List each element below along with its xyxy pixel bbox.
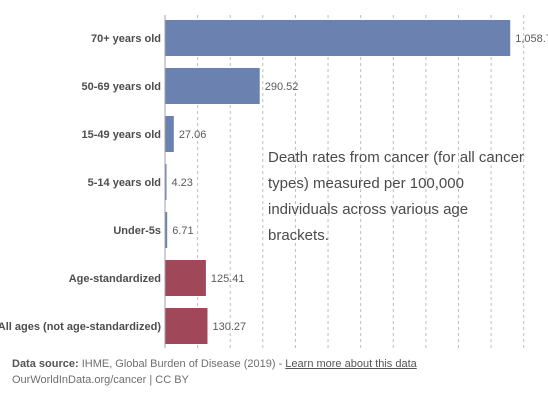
category-label: All ages (not age-standardized) (0, 321, 161, 333)
bar (165, 260, 206, 296)
category-labels: 70+ years old 50-69 years old 15-49 years … (0, 33, 161, 333)
bar-chart: 70+ years old 50-69 years old 15-49 years … (0, 15, 548, 348)
source-text: IHME, Global Burden of Disease (2019) - (78, 358, 286, 370)
grid-lines (197, 15, 525, 348)
value-label: 4.23 (172, 177, 193, 189)
bar (165, 164, 167, 200)
category-label: 15-49 years old (82, 129, 162, 141)
value-label: 290.52 (265, 81, 299, 93)
source-label: Data source: (12, 358, 79, 370)
category-label: 70+ years old (91, 33, 161, 45)
value-label: 125.41 (211, 273, 245, 285)
bar (165, 212, 168, 248)
chart-annotation: Death rates from cancer (for all cancer … (268, 149, 524, 244)
bar (165, 20, 511, 56)
category-label: Under-5s (113, 225, 161, 237)
bar (165, 116, 174, 152)
footer: Data source: IHME, Global Burden of Dise… (12, 356, 417, 388)
source-line: Data source: IHME, Global Burden of Dise… (12, 356, 417, 372)
value-label: 6.71 (172, 225, 193, 237)
credit-line: OurWorldInData.org/cancer | CC BY (12, 374, 189, 386)
category-label: 50-69 years old (82, 81, 162, 93)
learn-more-link[interactable]: Learn more about this data (285, 358, 417, 370)
bar (165, 308, 208, 344)
value-label: 130.27 (212, 321, 246, 333)
category-label: Age-standardized (69, 273, 161, 285)
value-label: 1,058.74 (515, 33, 548, 45)
value-labels: 1,058.74 290.52 27.06 4.23 6.71 125.41 130.27 (172, 33, 548, 333)
bars (165, 20, 511, 344)
category-label: 5-14 years old (88, 177, 161, 189)
value-label: 27.06 (179, 129, 207, 141)
bar (165, 68, 260, 104)
